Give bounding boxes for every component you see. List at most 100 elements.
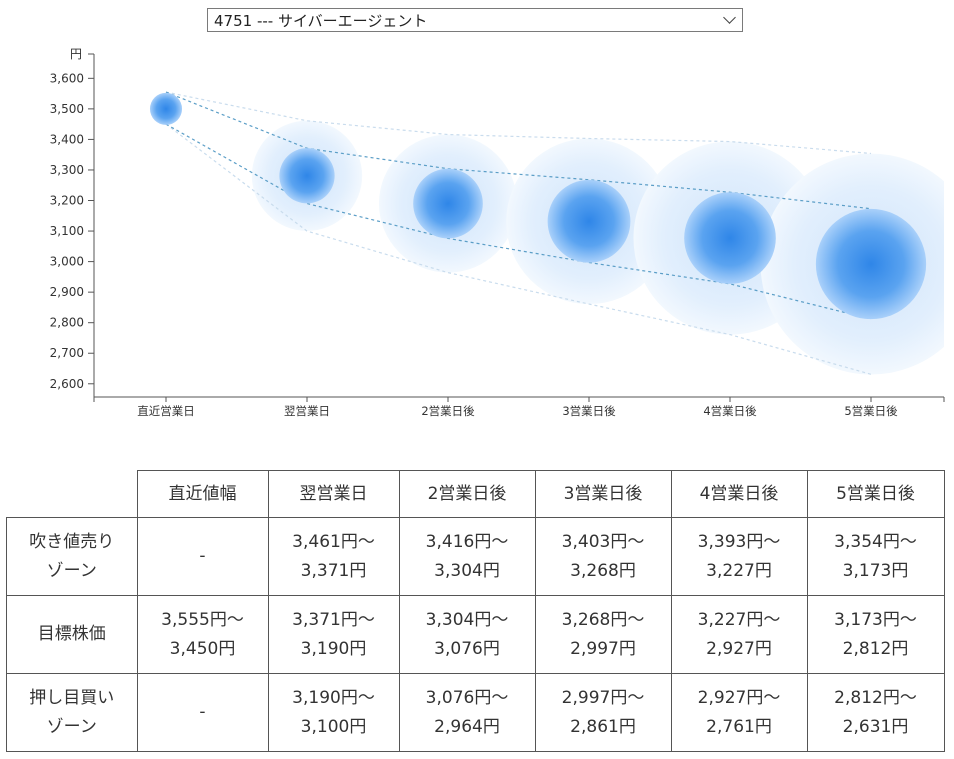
price-text: 3,371円	[300, 560, 367, 581]
row-label-text: 押し目買い	[29, 687, 115, 708]
y-tick-label: 3,100	[50, 224, 84, 238]
price-text: 3,190円	[300, 638, 367, 659]
stock-selector[interactable]: 4751 --- サイバーエージェント	[207, 8, 743, 32]
price-range-cell: -	[136, 673, 269, 752]
header-day-3: 3営業日後	[534, 470, 672, 518]
price-text: 3,100円	[300, 716, 367, 737]
row-label-text: 吹き値売り	[29, 531, 115, 552]
y-tick-label: 2,700	[50, 346, 84, 360]
target-price-bubble	[547, 179, 631, 263]
price-text: 3,461円〜	[292, 531, 375, 552]
price-range-cell: 3,268円〜 2,997円	[534, 595, 672, 674]
x-tick-label: 翌営業日	[284, 404, 330, 418]
price-range-cell: 3,304円〜 3,076円	[398, 595, 536, 674]
price-range-cell: 2,997円〜 2,861円	[534, 673, 672, 752]
price-text: 2,997円〜	[561, 687, 645, 708]
price-range-cell: 3,416円〜 3,304円	[398, 517, 536, 596]
price-text: 3,173円〜	[834, 609, 917, 630]
price-text: 2,964円	[434, 716, 500, 737]
price-range-cell: 3,461円〜 3,371円	[267, 517, 400, 596]
target-low-line	[165, 123, 872, 320]
y-tick-label: 2,900	[50, 285, 84, 299]
price-text: 3,227円〜	[697, 609, 781, 630]
table-header-row: 直近値幅 翌営業日 2営業日後 3営業日後 4営業日後 5営業日後	[6, 470, 945, 518]
price-range-cell: 3,354円〜 3,173円	[806, 517, 945, 596]
y-tick-label: 3,000	[50, 255, 84, 269]
price-range-cell: 2,927円〜 2,761円	[670, 673, 808, 752]
y-tick-label: 3,400	[50, 132, 84, 146]
x-tick-label: 3営業日後	[562, 404, 616, 418]
row-label-text: ゾーン	[46, 560, 97, 581]
price-range-cell: 3,227円〜 2,927円	[670, 595, 808, 674]
price-text: 3,304円	[434, 560, 500, 581]
price-text: 3,227円	[706, 560, 772, 581]
target-high-line	[165, 91, 872, 210]
price-text: 3,354円〜	[834, 531, 917, 552]
stock-selector-value: 4751 --- サイバーエージェント	[214, 11, 428, 30]
row-label: 吹き値売り ゾーン	[6, 517, 138, 596]
price-range-cell: 2,812円〜 2,631円	[806, 673, 945, 752]
price-text: 2,997円	[570, 638, 636, 659]
target-price-bubble	[413, 168, 483, 239]
table-corner-cell	[6, 470, 138, 518]
target-price-bubble	[149, 92, 183, 125]
y-tick-label: 3,600	[50, 71, 84, 85]
price-text: 3,304円〜	[425, 609, 509, 630]
target-price-row: 目標株価 3,555円〜 3,450円 3,371円〜 3,190円 3,304円〜 3,0…	[6, 595, 945, 674]
price-text: 3,371円〜	[292, 609, 375, 630]
sell-zone-row: 吹き値売り ゾーン - 3,461円〜 3,371円 3,416円〜 3,304円 3,403…	[6, 517, 945, 596]
target-price-bubble	[279, 148, 335, 204]
price-range-cell: 3,076円〜 2,964円	[398, 673, 536, 752]
price-range-cell: 3,371円〜 3,190円	[267, 595, 400, 674]
price-text: 2,812円〜	[834, 687, 917, 708]
chevron-down-icon	[723, 11, 736, 24]
price-text: 3,076円〜	[425, 687, 509, 708]
target-price-bubble	[815, 208, 927, 320]
y-tick-label: 3,300	[50, 163, 84, 177]
price-text: 2,927円	[706, 638, 772, 659]
x-tick-label: 5営業日後	[844, 404, 898, 418]
price-text: -	[199, 702, 206, 722]
price-text: 2,927円〜	[697, 687, 781, 708]
price-range-cell: 3,555円〜 3,450円	[136, 595, 269, 674]
y-unit-label: 円	[70, 47, 82, 61]
upper-bound-line	[165, 91, 872, 155]
price-text: 3,403円〜	[561, 531, 645, 552]
price-text: 3,268円	[570, 560, 636, 581]
forecast-bubble-chart: 円 2,600 2,700 2,800 2,900 3,000 3,100 3,200 3,30…	[50, 47, 945, 418]
buy-zone-row: 押し目買いゾーン - 3,190円〜 3,100円 3,076円〜 2,964円 2,997…	[6, 673, 945, 752]
y-tick-label: 3,500	[50, 102, 84, 116]
lower-bound-line	[165, 123, 872, 375]
row-label-text: 目標株価	[37, 624, 106, 644]
price-text: 2,761円	[706, 716, 772, 737]
header-day-2: 2営業日後	[398, 470, 536, 518]
target-price-bubble	[684, 192, 776, 284]
price-text: 3,555円〜	[161, 609, 244, 630]
row-label: 目標株価	[6, 595, 138, 674]
price-text: 3,393円〜	[697, 531, 781, 552]
price-text: 3,076円	[434, 638, 500, 659]
forecast-zone-table: 直近値幅 翌営業日 2営業日後 3営業日後 4営業日後 5営業日後 吹き値売りゾ…	[6, 470, 945, 752]
price-text: 2,861円	[570, 716, 636, 737]
price-range-cell: 3,173円〜 2,812円	[806, 595, 945, 674]
x-tick-label: 4営業日後	[703, 404, 757, 418]
header-day-4: 4営業日後	[670, 470, 808, 518]
y-tick-label: 3,200	[50, 194, 84, 208]
price-text: 3,173円	[842, 560, 909, 581]
y-tick-label: 2,800	[50, 316, 84, 330]
header-recent-range: 直近値幅	[136, 470, 269, 518]
header-day-5: 5営業日後	[806, 470, 945, 518]
price-range-cell: 3,393円〜 3,227円	[670, 517, 808, 596]
price-text: -	[199, 546, 206, 566]
price-text: 3,190円〜	[292, 687, 375, 708]
price-text: 3,268円〜	[561, 609, 645, 630]
price-range-cell: 3,403円〜 3,268円	[534, 517, 672, 596]
price-text: 2,812円	[842, 638, 909, 659]
x-tick-label: 2営業日後	[421, 404, 475, 418]
price-text: 2,631円	[842, 716, 909, 737]
y-tick-label: 2,600	[50, 377, 84, 391]
header-next-day: 翌営業日	[267, 470, 400, 518]
row-label-text: ゾーン	[46, 716, 97, 737]
row-label: 押し目買い ゾーン	[6, 673, 138, 752]
price-range-cell: 3,190円〜 3,100円	[267, 673, 400, 752]
